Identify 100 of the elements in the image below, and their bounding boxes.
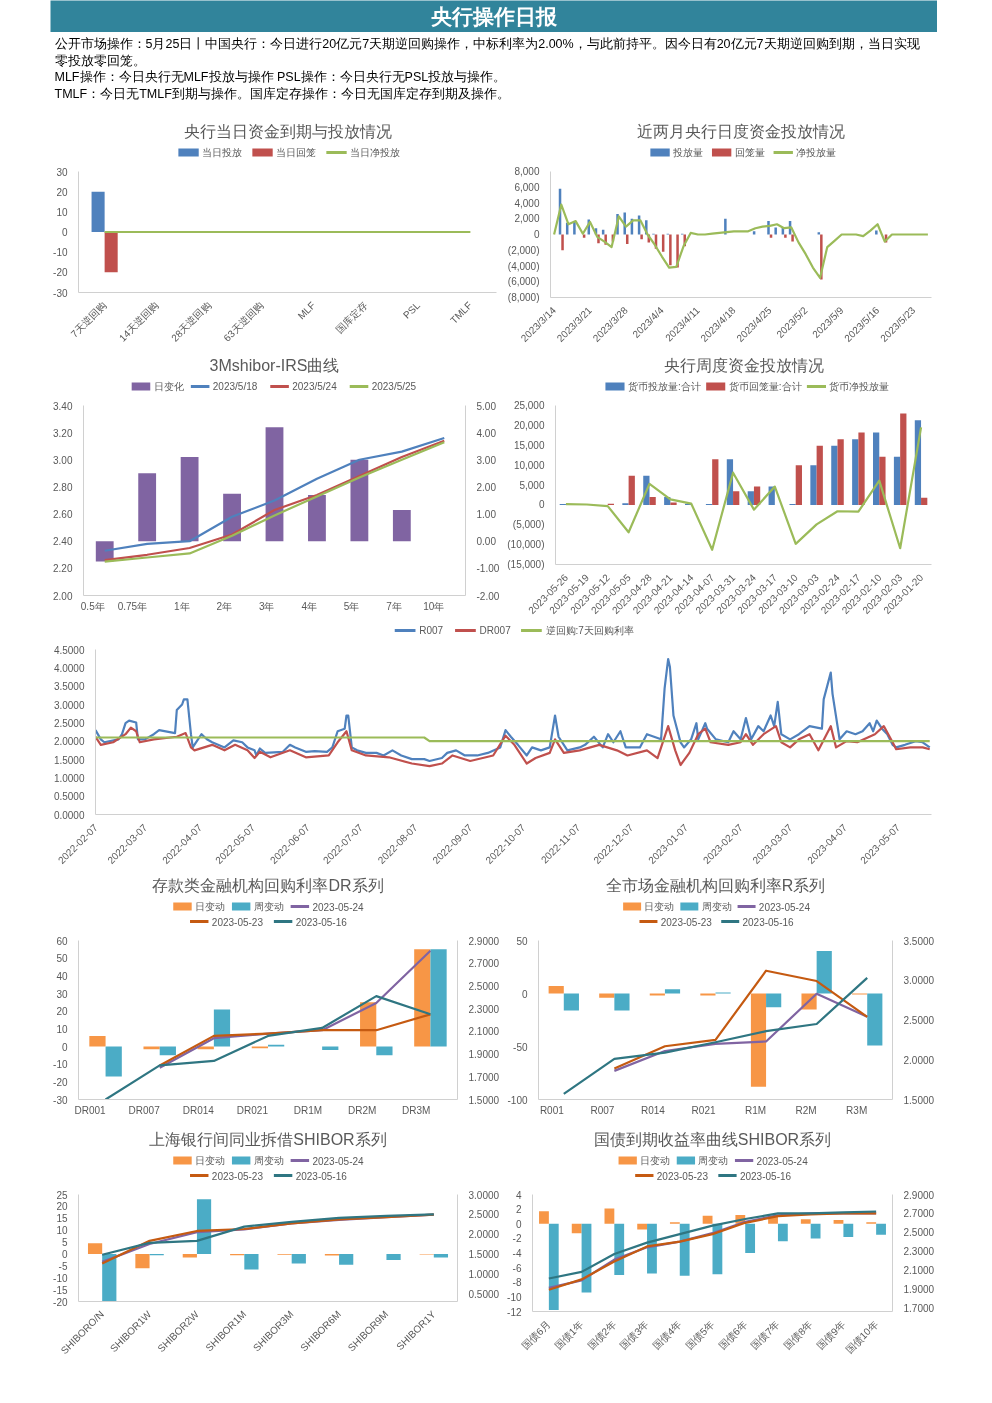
y-tick-label: 20 (56, 186, 68, 198)
legend-label: 2023-05-24 (758, 901, 811, 913)
y2-tick-label: 4.00 (476, 427, 497, 439)
legend-label: 2023-05-16 (295, 1170, 348, 1182)
legend-label: 当日净投放 (350, 147, 401, 158)
legend-label: 周变动 (701, 901, 732, 912)
legend-label: 2023/5/25 (371, 381, 417, 392)
y2-tick-label: 2.5000 (903, 1015, 935, 1026)
text: MLF操作：今日央行无MLF投放与操作 PSL操作：今日央行无PSL投放与操作。 (54, 70, 507, 85)
y-tick-label: -12 (507, 1306, 522, 1318)
chart-title: 国债到期收益率曲线SHIBOR系列 (593, 1131, 832, 1148)
y-tick-label: (8,000) (507, 292, 540, 303)
y-tick-label: (5,000) (512, 519, 545, 531)
y2-tick-label: 1.7000 (468, 1071, 500, 1083)
y2-tick-label: 2.3000 (468, 1003, 500, 1015)
y-tick-label: -8 (512, 1277, 522, 1289)
y-tick-label: -10 (53, 1272, 68, 1284)
y2-tick-label: 2.5000 (468, 1209, 500, 1221)
x-tick-label: 国库定存 (333, 299, 370, 336)
y-tick-label: 0 (515, 1218, 522, 1230)
y-tick-label: 2.20 (53, 563, 73, 575)
x-tick-label: 7天逆回购 (68, 299, 109, 340)
legend-label: DR007 (479, 625, 512, 636)
y-tick-label: 8,000 (514, 166, 540, 177)
x-tick-label: 国债8年 (781, 1318, 815, 1352)
legend-label: 2023-05-24 (312, 1155, 365, 1167)
y-tick-label: 0 (521, 988, 528, 1000)
y-tick-label: -20 (53, 1076, 68, 1088)
x-tick-label: DR021 (236, 1105, 269, 1116)
x-tick-label: 国债10年 (843, 1318, 881, 1356)
y-tick-label: 3.20 (53, 427, 73, 439)
x-tick-label: DR2M (347, 1105, 377, 1116)
x-tick-label: PSL (400, 299, 423, 321)
y-tick-label: -10 (53, 1059, 68, 1071)
legend-label: 2023/5/24 (292, 381, 338, 392)
y-tick-label: 40 (56, 970, 68, 982)
y2-tick-label: 2.7000 (903, 1208, 935, 1220)
y2-tick-label: 2.9000 (903, 1189, 935, 1201)
y2-tick-label: 2.00 (476, 481, 497, 493)
legend-label: 2023-05-16 (295, 916, 348, 928)
y-tick-label: 2.80 (53, 481, 73, 493)
y-tick-label: 20 (56, 1201, 68, 1213)
y-tick-label: -30 (53, 1094, 68, 1106)
y2-tick-label: 5.00 (476, 400, 497, 412)
y-tick-label: 0.0000 (53, 809, 85, 821)
y-tick-label: 5 (61, 1237, 68, 1249)
legend-label: 当日回笼 (276, 147, 317, 158)
y-tick-label: 2,000 (514, 213, 540, 225)
chart-title: 近两月央行日度资金投放情况 (637, 123, 845, 140)
y2-tick-label: 2.1000 (468, 1026, 500, 1038)
legend-label: 货币净投放量 (829, 381, 890, 392)
x-tick-label: R014 (641, 1105, 666, 1116)
y2-tick-label: 3.0000 (903, 975, 935, 987)
y-tick-label: 10 (56, 1225, 68, 1237)
legend-label: 2023-05-23 (656, 1170, 709, 1182)
y-tick-label: 3.0000 (53, 699, 85, 711)
chart-title: 3Mshibor-IRS曲线 (209, 357, 340, 374)
y2-tick-label: 1.0000 (468, 1268, 500, 1280)
y-tick-label: 20,000 (513, 419, 545, 431)
x-tick-label: DR3M (402, 1105, 431, 1116)
y-tick-label: 4.0000 (53, 662, 85, 674)
x-tick-label: 国债5年 (683, 1318, 717, 1352)
legend-label: 投放量 (672, 147, 704, 158)
y2-tick-label: 1.00 (476, 509, 497, 521)
legend-label: 日变动 (640, 1155, 671, 1166)
x-tick-label: 4年 (301, 601, 317, 612)
y2-tick-label: 1.5000 (468, 1248, 500, 1260)
y2-tick-label: 2.9000 (468, 935, 500, 947)
y-tick-label: 0 (61, 1248, 68, 1260)
x-tick-label: 10年 (423, 601, 445, 612)
legend-label: R007 (419, 625, 444, 636)
legend-label: 2023-05-16 (742, 916, 795, 928)
legend-label: 逆回购:7天回购利率 (545, 625, 634, 636)
y-tick-label: 20 (56, 1006, 68, 1018)
y-tick-label: 4.5000 (53, 644, 85, 656)
text: 央行操作日报 (431, 5, 558, 28)
x-tick-label: R1M (744, 1105, 767, 1116)
legend-label: 周变动 (253, 901, 284, 912)
legend-label: 日变化 (153, 381, 184, 392)
legend-label: 2023-05-23 (211, 1170, 264, 1182)
y-tick-label: 50 (56, 953, 68, 965)
y2-tick-label: 2.0000 (468, 1229, 500, 1241)
chart-title: 央行周度资金投放情况 (663, 357, 824, 374)
y-tick-label: -50 (513, 1041, 528, 1053)
legend-label: 周变动 (253, 1155, 284, 1166)
x-tick-label: 0.75年 (117, 601, 148, 612)
legend-label: 2023-05-23 (660, 916, 713, 928)
y-tick-label: -10 (507, 1291, 522, 1303)
legend-label: 周变动 (698, 1155, 729, 1166)
x-tick-label: 7年 (386, 601, 402, 612)
y-tick-label: 2.5000 (53, 717, 85, 729)
x-tick-label: R2M (795, 1105, 817, 1116)
y2-tick-label: 0.00 (476, 536, 497, 548)
chart-title: 央行当日资金到期与投放情况 (183, 123, 392, 140)
y-tick-label: 3.00 (53, 454, 73, 466)
y-tick-label: -6 (512, 1262, 522, 1274)
y-tick-label: -20 (53, 267, 68, 279)
x-tick-label: DR007 (128, 1105, 161, 1116)
legend-label: 回笼量 (734, 147, 765, 158)
y-tick-label: 25,000 (513, 400, 545, 411)
